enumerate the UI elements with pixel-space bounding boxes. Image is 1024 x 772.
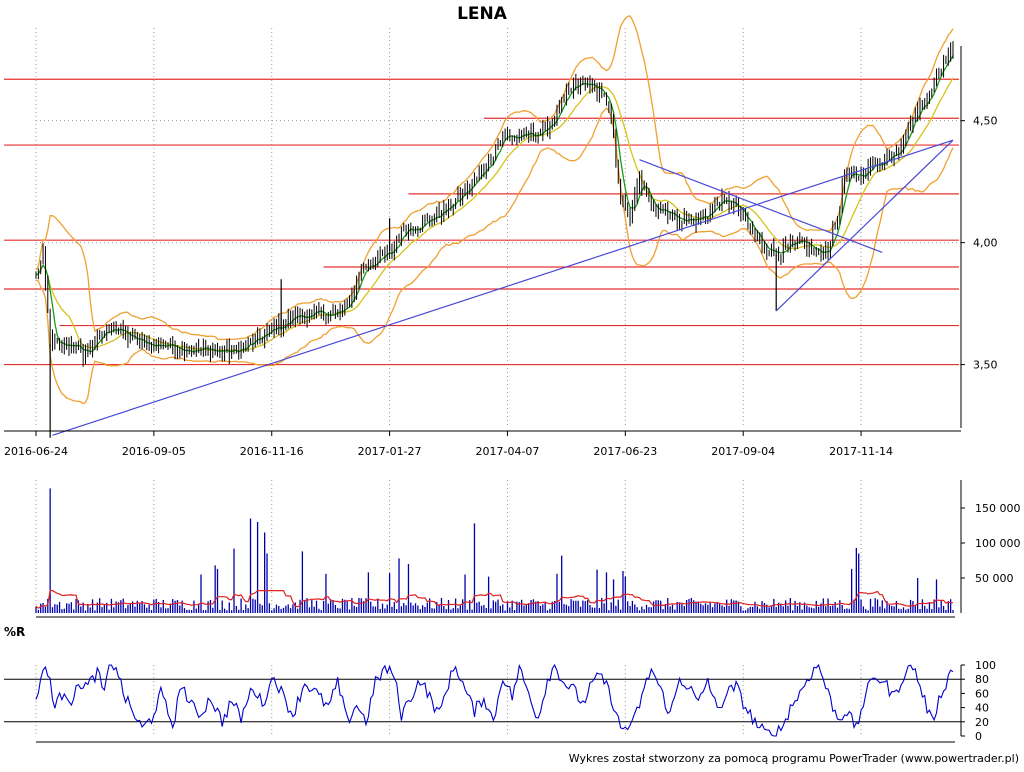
- price-y-axis: 3,50 4,00 4,50: [960, 46, 998, 428]
- williams-tick-label: 40: [975, 702, 989, 715]
- volume-average-path: [35, 590, 954, 609]
- price-tick-label: 3,50: [973, 359, 998, 372]
- williams-r-grid: [4, 665, 961, 736]
- date-tick-label: 2017-06-23: [593, 445, 657, 458]
- volume-bars: [35, 488, 954, 613]
- trend-line: [639, 159, 883, 253]
- williams-tick-label: 60: [975, 687, 989, 700]
- resistance-levels: [4, 78, 959, 366]
- williams-tick-label: 100: [975, 659, 996, 672]
- date-tick-label: 2017-09-04: [711, 445, 775, 458]
- date-tick-label: 2017-04-07: [475, 445, 539, 458]
- trend-line: [775, 139, 954, 312]
- price-bars: [35, 41, 954, 438]
- williams-tick-label: 80: [975, 673, 989, 686]
- date-tick-label: 2016-09-05: [122, 445, 186, 458]
- bollinger-upper: [35, 15, 954, 341]
- chart-title: LENA: [457, 4, 508, 24]
- trend-lines: [52, 139, 954, 436]
- williams-tick-label: 20: [975, 716, 989, 729]
- price-grid: [35, 28, 961, 428]
- bollinger-lower: [35, 107, 954, 405]
- price-tick-label: 4,00: [973, 237, 998, 250]
- volume-tick-label: 150 000: [975, 502, 1021, 515]
- date-tick-label: 2017-11-14: [829, 445, 893, 458]
- date-tick-label: 2017-01-27: [358, 445, 422, 458]
- williams-r-label: %R: [4, 625, 25, 639]
- volume-y-axis: 50 000 100 000 150 000: [36, 480, 1021, 618]
- footer-credit: Wykres został stworzony za pomocą progra…: [569, 752, 1019, 765]
- price-tick-label: 4,50: [973, 115, 998, 128]
- volume-tick-label: 100 000: [975, 537, 1021, 550]
- williams-tick-label: 0: [975, 730, 982, 743]
- price-panel: 3,50 4,00 4,50 2016-06-24 2016-09-05 2016-11…: [4, 15, 998, 458]
- moving-average-fast: [35, 55, 954, 354]
- williams-r-line: [35, 663, 954, 737]
- date-x-axis: 2016-06-24 2016-09-05 2016-11-16 2017-01-27…: [4, 430, 961, 458]
- moving-averages: [35, 55, 954, 354]
- date-tick-label: 2016-11-16: [240, 445, 304, 458]
- volume-average-line: [35, 590, 954, 609]
- volume-grid: [35, 480, 862, 613]
- williams-r-path: [35, 663, 954, 737]
- bollinger-bands: [35, 15, 954, 405]
- trend-line: [52, 139, 954, 436]
- volume-panel: 50 000 100 000 150 000: [35, 480, 1021, 618]
- date-tick-label: 2016-06-24: [4, 445, 68, 458]
- volume-tick-label: 50 000: [975, 572, 1014, 585]
